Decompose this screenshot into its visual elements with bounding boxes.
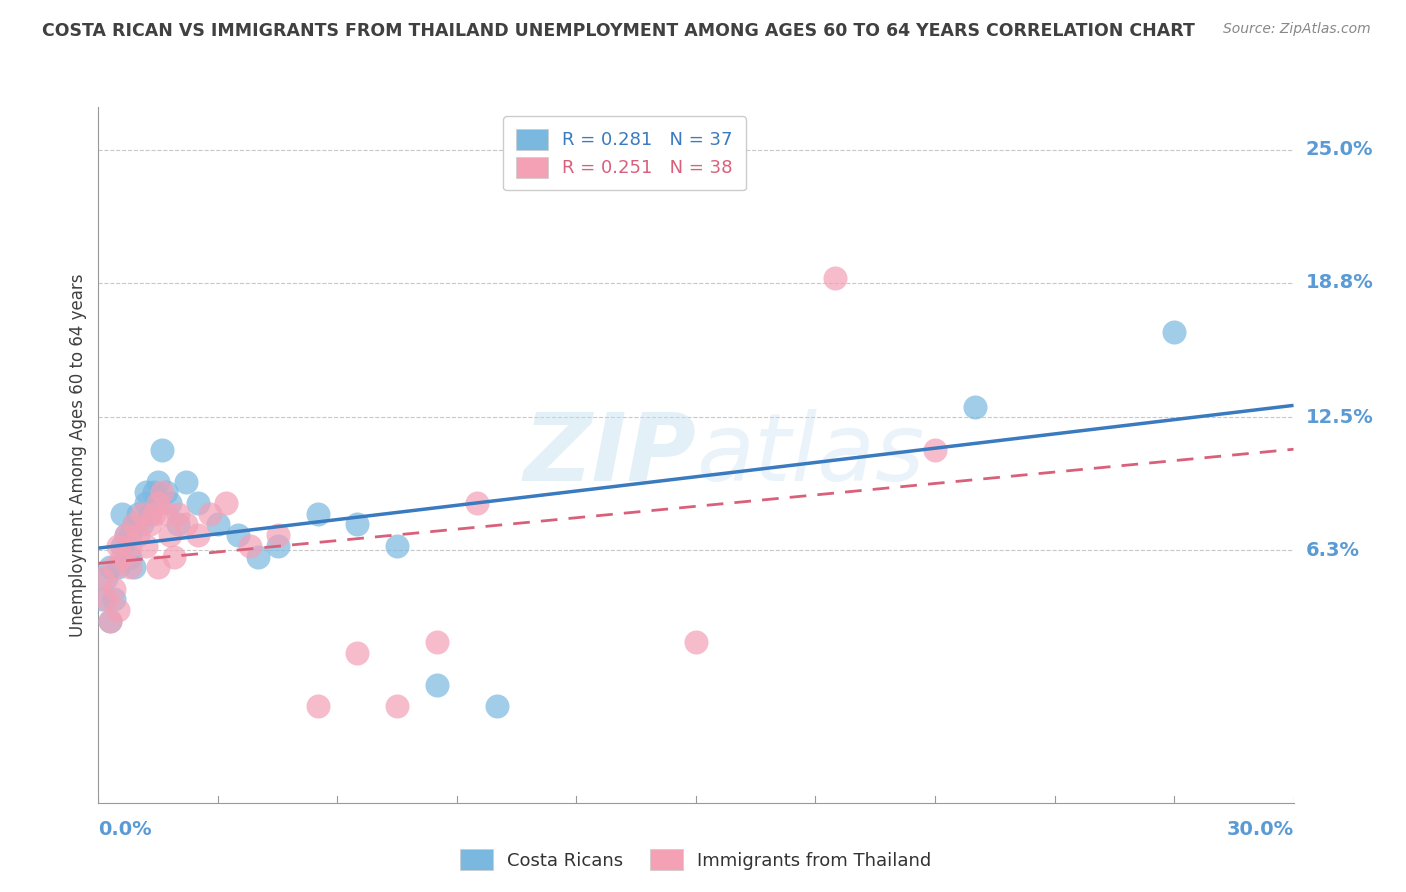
Point — [267, 528, 290, 542]
Point — [685, 635, 707, 649]
Text: 6.3%: 6.3% — [1305, 541, 1360, 559]
Y-axis label: Unemployment Among Ages 60 to 64 years: Unemployment Among Ages 60 to 64 years — [69, 273, 87, 637]
Point — [207, 517, 229, 532]
Point — [155, 485, 177, 500]
Point — [115, 528, 138, 542]
Point — [120, 560, 142, 574]
Point — [148, 496, 170, 510]
Legend: Costa Ricans, Immigrants from Thailand: Costa Ricans, Immigrants from Thailand — [453, 842, 939, 877]
Point — [91, 571, 114, 585]
Point — [246, 549, 269, 564]
Point — [385, 699, 409, 714]
Point — [963, 400, 986, 414]
Point — [91, 592, 114, 607]
Point — [120, 539, 142, 553]
Point — [107, 539, 129, 553]
Point — [150, 442, 173, 457]
Point — [96, 571, 118, 585]
Point — [139, 507, 162, 521]
Point — [426, 635, 449, 649]
Point — [159, 496, 181, 510]
Point — [124, 517, 146, 532]
Point — [96, 592, 118, 607]
Point — [135, 539, 157, 553]
Point — [150, 485, 173, 500]
Point — [187, 496, 209, 510]
Point — [107, 603, 129, 617]
Point — [385, 539, 409, 553]
Point — [239, 539, 262, 553]
Point — [465, 496, 488, 510]
Point — [131, 517, 153, 532]
Text: 12.5%: 12.5% — [1305, 408, 1374, 427]
Point — [1163, 325, 1185, 339]
Point — [124, 560, 146, 574]
Point — [103, 582, 125, 596]
Point — [174, 475, 197, 489]
Text: atlas: atlas — [696, 409, 924, 500]
Point — [98, 614, 122, 628]
Point — [139, 517, 162, 532]
Point — [120, 528, 142, 542]
Point — [135, 485, 157, 500]
Point — [215, 496, 238, 510]
Point — [485, 699, 508, 714]
Point — [167, 517, 190, 532]
Point — [148, 475, 170, 489]
Point — [174, 517, 197, 532]
Point — [307, 507, 329, 521]
Point — [167, 507, 190, 521]
Point — [426, 678, 449, 692]
Point — [98, 614, 122, 628]
Point — [824, 271, 846, 285]
Point — [346, 517, 368, 532]
Point — [159, 528, 181, 542]
Text: COSTA RICAN VS IMMIGRANTS FROM THAILAND UNEMPLOYMENT AMONG AGES 60 TO 64 YEARS C: COSTA RICAN VS IMMIGRANTS FROM THAILAND … — [42, 22, 1195, 40]
Point — [111, 549, 134, 564]
Point — [111, 539, 134, 553]
Point — [267, 539, 290, 553]
Text: ZIP: ZIP — [523, 409, 696, 501]
Point — [127, 507, 149, 521]
Point — [111, 507, 134, 521]
Point — [135, 496, 157, 510]
Point — [120, 549, 142, 564]
Point — [115, 528, 138, 542]
Point — [187, 528, 209, 542]
Point — [148, 560, 170, 574]
Point — [127, 528, 149, 542]
Point — [143, 485, 166, 500]
Point — [226, 528, 249, 542]
Text: Source: ZipAtlas.com: Source: ZipAtlas.com — [1223, 22, 1371, 37]
Point — [103, 592, 125, 607]
Point — [98, 560, 122, 574]
Point — [143, 507, 166, 521]
Point — [924, 442, 946, 457]
Point — [103, 560, 125, 574]
Point — [163, 549, 186, 564]
Point — [155, 507, 177, 521]
Text: 0.0%: 0.0% — [98, 820, 152, 839]
Text: 18.8%: 18.8% — [1305, 273, 1374, 292]
Point — [124, 517, 146, 532]
Point — [346, 646, 368, 660]
Text: 30.0%: 30.0% — [1226, 820, 1294, 839]
Point — [107, 560, 129, 574]
Point — [131, 507, 153, 521]
Text: 25.0%: 25.0% — [1305, 140, 1374, 160]
Point — [307, 699, 329, 714]
Point — [198, 507, 221, 521]
